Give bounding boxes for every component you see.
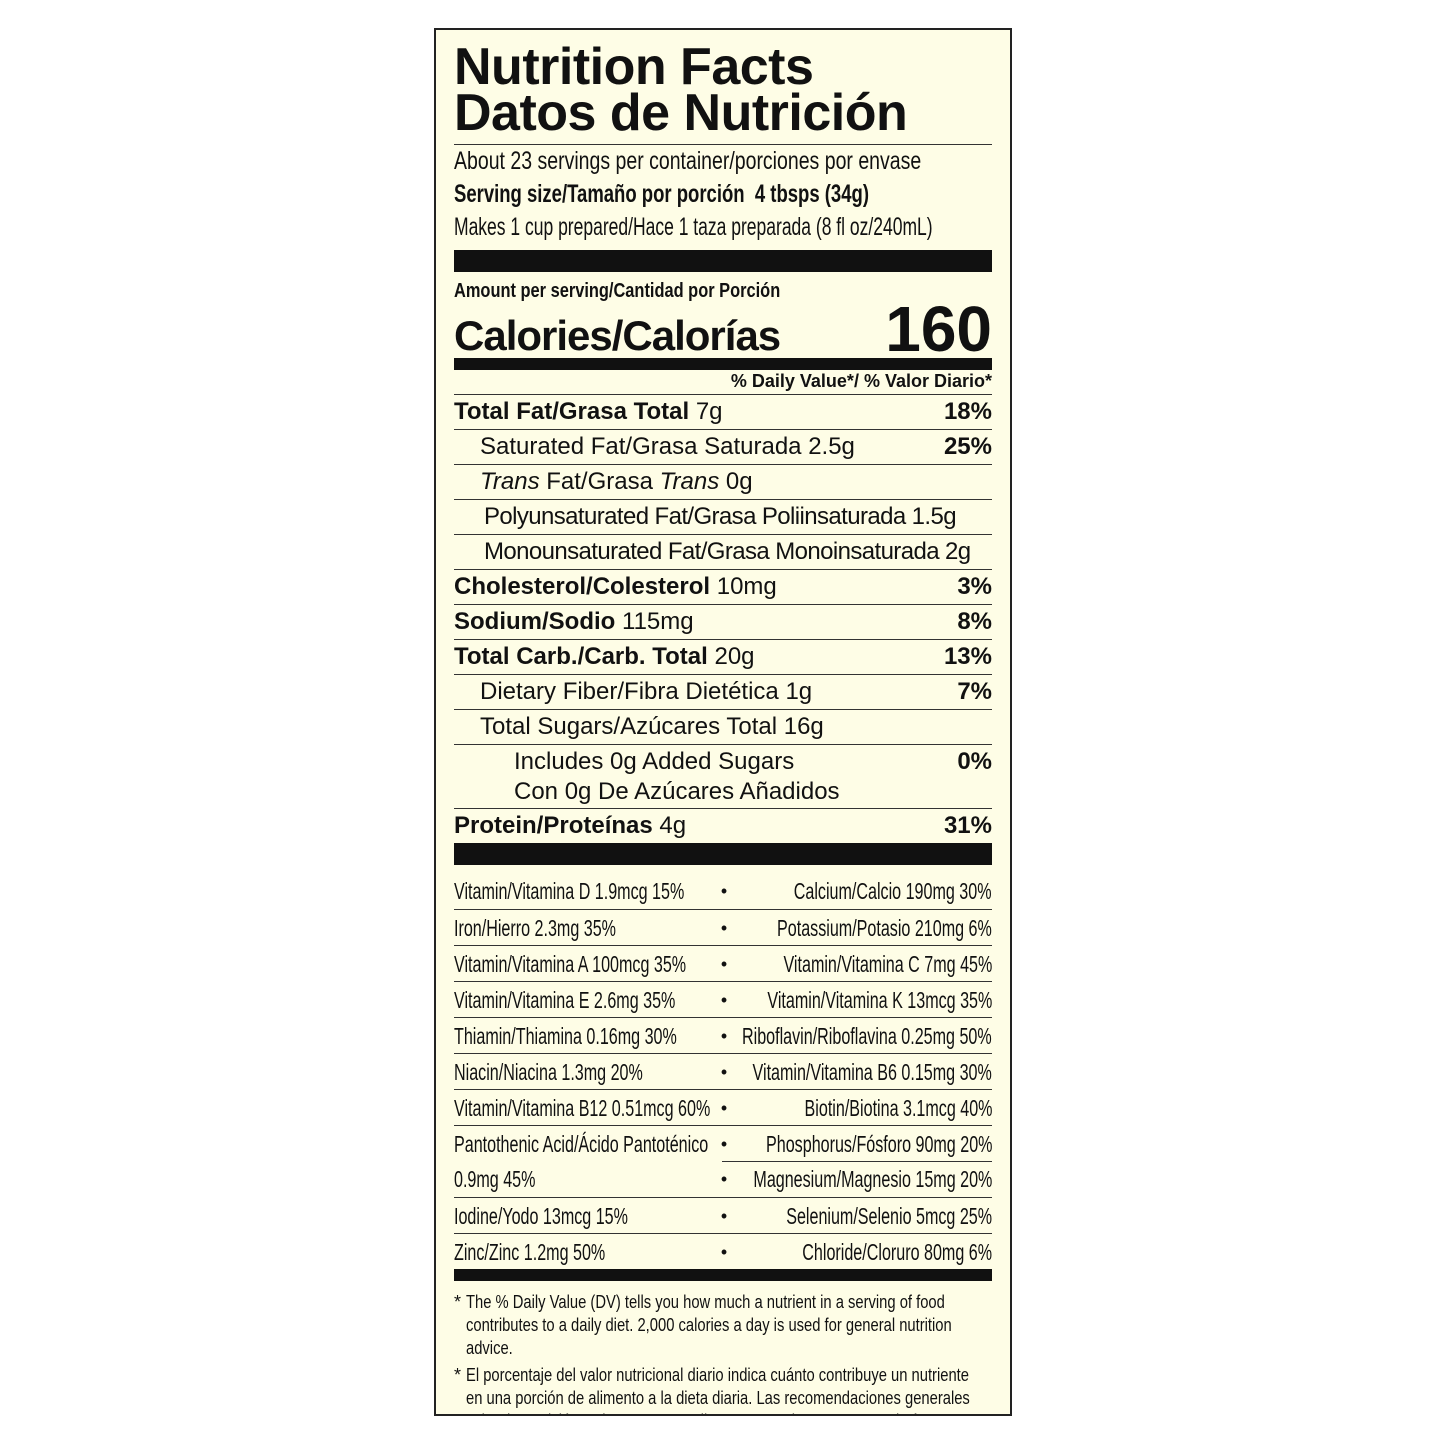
bullet: • [720,1098,728,1118]
calories-label: Calories/Calorías [454,312,781,359]
nutrition-facts-panel: Nutrition Facts Datos de Nutrición About… [434,28,1012,1416]
vitamin-right: Calcium/Calcio 190mg 30% [794,878,992,904]
vitamin-left: 0.9mg 45% [454,1166,536,1192]
nutrient-monounsaturated-fat: Monounsaturated Fat/Grasa Monoinsaturada… [454,534,992,569]
nutrient-protein: Protein/Proteínas 4g 31% [454,808,992,843]
nutrient-total-fat: Total Fat/Grasa Total 7g 18% [454,394,992,429]
vitamin-row: Vitamin/Vitamina D 1.9mcg 15% • Calcium/Ca… [454,873,992,909]
footnote-english: * The % Daily Value (DV) tells you how mu… [454,1292,952,1358]
title-spanish: Datos de Nutrición [454,84,908,142]
nutrient-dietary-fiber: Dietary Fiber/Fibra Dietética 1g 7% [454,674,992,709]
bullet: • [720,990,728,1010]
bullet: • [720,1242,728,1262]
vitamin-right: Vitamin/Vitamina K 13mcg 35% [767,986,992,1013]
vitamin-left: Iron/Hierro 2.3mg 35% [454,914,616,941]
vitamin-left: Vitamin/Vitamina B12 0.51mcg 60% [454,1094,711,1121]
vitamin-left: Vitamin/Vitamina A 100mcg 35% [454,950,687,977]
calories-value: 160 [885,293,992,365]
bullet: • [720,1206,728,1226]
vitamin-left: Vitamin/Vitamina D 1.9mcg 15% [454,878,685,904]
nutrient-total-carb: Total Carb./Carb. Total 20g 13% [454,639,992,674]
vitamin-row: Niacin/Niacina 1.3mg 20% • Vitamin/Vitamin… [454,1053,992,1089]
bullet: • [720,881,728,901]
vitamin-right: Vitamin/Vitamina B6 0.15mg 30% [752,1058,992,1085]
calories-row: Calories/Calorías 160 [454,297,992,361]
vitamin-right: Selenium/Selenio 5mcg 25% [786,1202,992,1229]
vitamin-right: Riboflavin/Riboflavina 0.25mg 50% [742,1022,992,1049]
medium-divider [454,1269,992,1281]
serving-size: Serving size/Tamaño por porción 4 tbsps … [454,180,869,208]
vitamin-row: Vitamin/Vitamina A 100mcg 35% • Vitamin/Vi… [454,945,992,981]
vitamin-row: Pantothenic Acid/Ácido Pantoténico • Phosp… [454,1125,992,1161]
bullet: • [720,1169,728,1189]
vitamin-row: Zinc/Zinc 1.2mg 50% • Chloride/Cloruro 80m… [454,1233,992,1269]
nutrient-added-sugars: Includes 0g Added Sugars Con 0g De Azúcar… [454,744,992,808]
bullet: • [720,918,728,938]
nutrient-polyunsaturated-fat: Polyunsaturated Fat/Grasa Poliinsaturada… [454,499,992,534]
vitamin-row: 0.9mg 45% • Magnesium/Magnesio 15mg 20% [454,1161,992,1197]
vitamin-right: Potassium/Potasio 210mg 6% [777,914,992,941]
vitamin-right: Chloride/Cloruro 80mg 6% [802,1238,992,1265]
vitamin-right: Biotin/Biotina 3.1mcg 40% [804,1094,992,1121]
vitamin-mineral-list: Vitamin/Vitamina D 1.9mcg 15% • Calcium/Ca… [454,873,992,1269]
nutrient-list: Total Fat/Grasa Total 7g 18% Saturated Fa… [454,394,992,843]
servings-per-container: About 23 servings per container/porcione… [454,147,922,175]
bullet: • [720,954,728,974]
vitamin-row: Iodine/Yodo 13mcg 15% • Selenium/Selenio 5… [454,1197,992,1233]
footnotes: * The % Daily Value (DV) tells you how mu… [454,1291,992,1414]
medium-divider [454,358,992,370]
vitamin-left: Zinc/Zinc 1.2mg 50% [454,1238,606,1265]
daily-value-header: % Daily Value*/ % Valor Diario* [730,371,992,391]
vitamin-row: Thiamin/Thiamina 0.16mg 30% • Riboflavin/R… [454,1017,992,1053]
vitamin-row: Vitamin/Vitamina E 2.6mg 35% • Vitamin/Vit… [454,981,992,1017]
amount-per-serving: Amount per serving/Cantidad por Porción [454,280,781,302]
vitamin-row: Iron/Hierro 2.3mg 35% • Potassium/Potasio … [454,909,992,945]
nutrient-saturated-fat: Saturated Fat/Grasa Saturada 2.5g 25% [454,429,992,464]
bullet: • [720,1062,728,1082]
vitamin-right: Vitamin/Vitamina C 7mg 45% [783,950,992,977]
nutrient-sodium: Sodium/Sodio 115mg 8% [454,604,992,639]
nutrient-cholesterol: Cholesterol/Colesterol 10mg 3% [454,569,992,604]
thick-divider [454,843,992,865]
vitamin-left: Pantothenic Acid/Ácido Pantoténico [454,1130,709,1157]
nutrient-trans-fat: Trans Fat/Grasa Trans 0g [454,464,992,499]
vitamin-left: Vitamin/Vitamina E 2.6mg 35% [454,986,676,1013]
vitamin-left: Iodine/Yodo 13mcg 15% [454,1202,628,1229]
bullet: • [720,1134,728,1154]
vitamin-row: Vitamin/Vitamina B12 0.51mcg 60% • Biotin/… [454,1089,992,1125]
bullet: • [720,1026,728,1046]
nutrient-total-sugars: Total Sugars/Azúcares Total 16g [454,709,992,744]
thick-divider [454,250,992,272]
vitamin-right: Magnesium/Magnesio 15mg 20% [753,1166,992,1192]
vitamin-left: Thiamin/Thiamina 0.16mg 30% [454,1022,677,1049]
vitamin-right: Phosphorus/Fósforo 90mg 20% [765,1130,992,1157]
title-english: Nutrition Facts [454,38,814,96]
makes-prepared: Makes 1 cup prepared/Hace 1 taza prepara… [454,213,933,241]
vitamin-left: Niacin/Niacina 1.3mg 20% [454,1058,643,1085]
footnote-spanish: * El porcentaje del valor nutricional dia… [454,1365,970,1414]
